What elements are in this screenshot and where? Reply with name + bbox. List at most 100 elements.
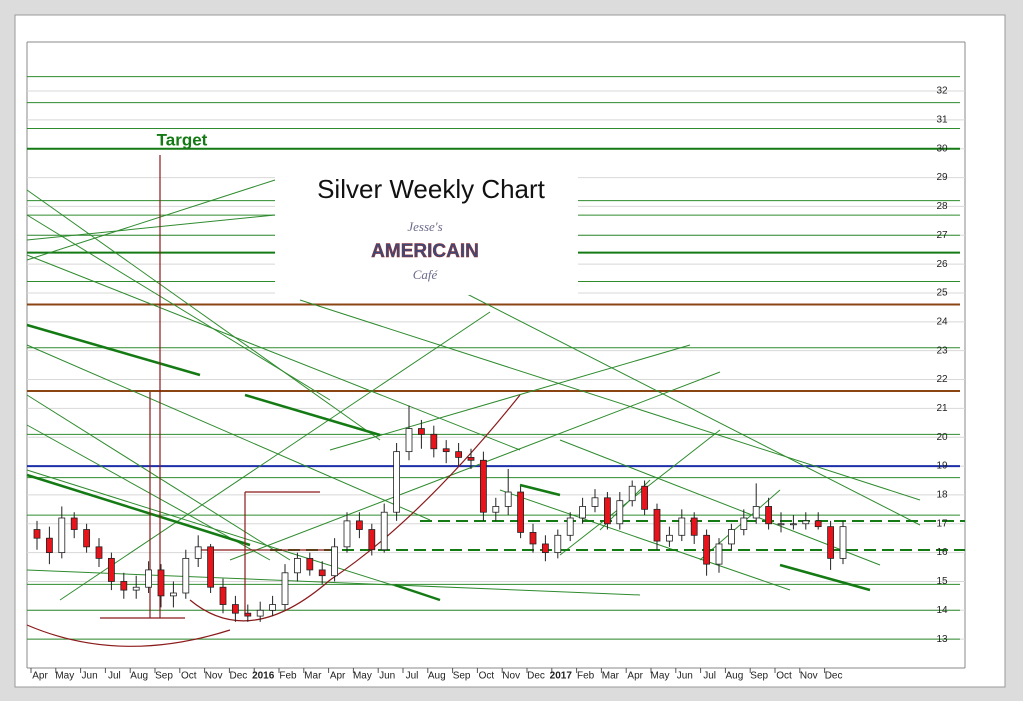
- candle-body: [380, 511, 388, 551]
- y-axis: 13 14 15 16 17 18 19 20 21 22 23 24 25 26 27 28 29 30 31 32: [936, 86, 948, 645]
- candle-body: [343, 520, 351, 548]
- x-axis: Apr May Jun Jul Aug Sep Oct Nov Dec 2016 Feb Mar Apr…: [30, 668, 843, 682]
- levels: [27, 76, 960, 640]
- y-tick-label: 22: [936, 374, 948, 385]
- candle-body: [83, 529, 90, 548]
- candle-body: [269, 604, 277, 611]
- title-box: [275, 162, 578, 295]
- candle-body: [417, 428, 425, 435]
- y-tick-label: 24: [936, 316, 948, 327]
- y-tick-label: 21: [936, 403, 948, 414]
- candle-body: [492, 506, 500, 513]
- candle-body: [194, 546, 202, 559]
- candle-body: [467, 457, 475, 461]
- candle-body: [393, 451, 401, 513]
- x-tick-label: May: [353, 671, 372, 682]
- candle-body: [132, 586, 140, 591]
- candle-body: [479, 459, 487, 513]
- x-tick-label: Jul: [108, 671, 121, 682]
- candle-body: [355, 520, 363, 530]
- y-tick-label: 29: [936, 172, 948, 183]
- candle-body: [715, 543, 723, 565]
- candle-body: [566, 517, 574, 536]
- candle-body: [430, 433, 438, 450]
- candle-body: [182, 557, 190, 594]
- candle-body: [690, 517, 698, 536]
- candles: [33, 405, 847, 622]
- candle-body: [802, 520, 810, 525]
- candle-body: [368, 529, 376, 551]
- y-tick-label: 19: [936, 461, 948, 472]
- candle-body: [405, 428, 413, 453]
- candle-body: [839, 526, 847, 559]
- x-tick-label: Apr: [627, 671, 643, 682]
- candle-body: [46, 537, 53, 554]
- candle-body: [231, 604, 239, 614]
- y-tick-label: 18: [936, 490, 948, 501]
- candle-body: [207, 546, 215, 588]
- y-tick-label: 14: [936, 605, 948, 616]
- candle-body: [442, 448, 450, 453]
- x-tick-label: Dec: [527, 671, 545, 682]
- candle-body: [95, 546, 103, 559]
- y-tick-label: 26: [936, 259, 948, 270]
- candle-body: [145, 569, 153, 588]
- candle-body: [318, 569, 326, 577]
- candle-body: [827, 526, 834, 559]
- y-tick-label: 30: [936, 143, 948, 154]
- candle-body: [554, 534, 562, 554]
- candle-body: [504, 491, 512, 507]
- y-tick-label: 28: [936, 201, 948, 212]
- candle-body: [666, 534, 673, 542]
- x-tick-label: Oct: [181, 671, 197, 682]
- candle-body: [591, 497, 599, 507]
- y-tick-label: 32: [936, 86, 948, 97]
- candle-body: [653, 508, 661, 542]
- x-tick-label: Sep: [155, 671, 173, 682]
- x-tick-label: Oct: [776, 671, 792, 682]
- candle-body: [628, 485, 636, 502]
- y-tick-label: 15: [936, 576, 948, 587]
- candle-body: [33, 529, 41, 539]
- candle-body: [790, 523, 797, 526]
- x-tick-label: Dec: [230, 671, 248, 682]
- x-tick-label: 2016: [252, 671, 275, 682]
- chart-title: Silver Weekly Chart: [317, 174, 546, 204]
- x-tick-label: Dec: [825, 671, 843, 682]
- x-tick-label: Mar: [304, 671, 322, 682]
- x-tick-label: Feb: [279, 671, 297, 682]
- target-label: Target: [157, 130, 208, 149]
- candle-body: [58, 517, 66, 554]
- x-tick-label: Nov: [800, 671, 818, 682]
- x-tick-label: Jul: [406, 671, 419, 682]
- y-tick-label: 23: [936, 345, 948, 356]
- x-tick-label: Sep: [750, 671, 768, 682]
- candle-body: [579, 506, 586, 519]
- candle-body: [678, 517, 686, 536]
- x-tick-label: Mar: [602, 671, 620, 682]
- x-tick-label: 2017: [550, 671, 573, 682]
- candle-body: [641, 485, 648, 510]
- candle-body: [331, 546, 339, 577]
- y-tick-label: 17: [936, 518, 948, 529]
- x-tick-label: Jun: [379, 671, 395, 682]
- candle-body: [293, 557, 301, 574]
- candle-body: [219, 586, 227, 605]
- candle-body: [740, 517, 748, 530]
- x-tick-label: Aug: [428, 671, 446, 682]
- x-tick-label: Jul: [703, 671, 716, 682]
- candle-body: [70, 517, 78, 530]
- candle-body: [256, 609, 264, 617]
- candle-body: [281, 572, 289, 605]
- y-tick-label: 31: [936, 115, 948, 126]
- candle-body: [542, 543, 549, 554]
- logo-line3: Café: [413, 267, 439, 282]
- x-tick-label: Aug: [726, 671, 744, 682]
- logo-line1: Jesse's: [407, 219, 442, 234]
- x-tick-label: Nov: [205, 671, 223, 682]
- heavy-trend-lines: [26, 323, 871, 602]
- candle-body: [777, 523, 785, 526]
- x-tick-label: Jun: [677, 671, 693, 682]
- candle-body: [108, 557, 115, 582]
